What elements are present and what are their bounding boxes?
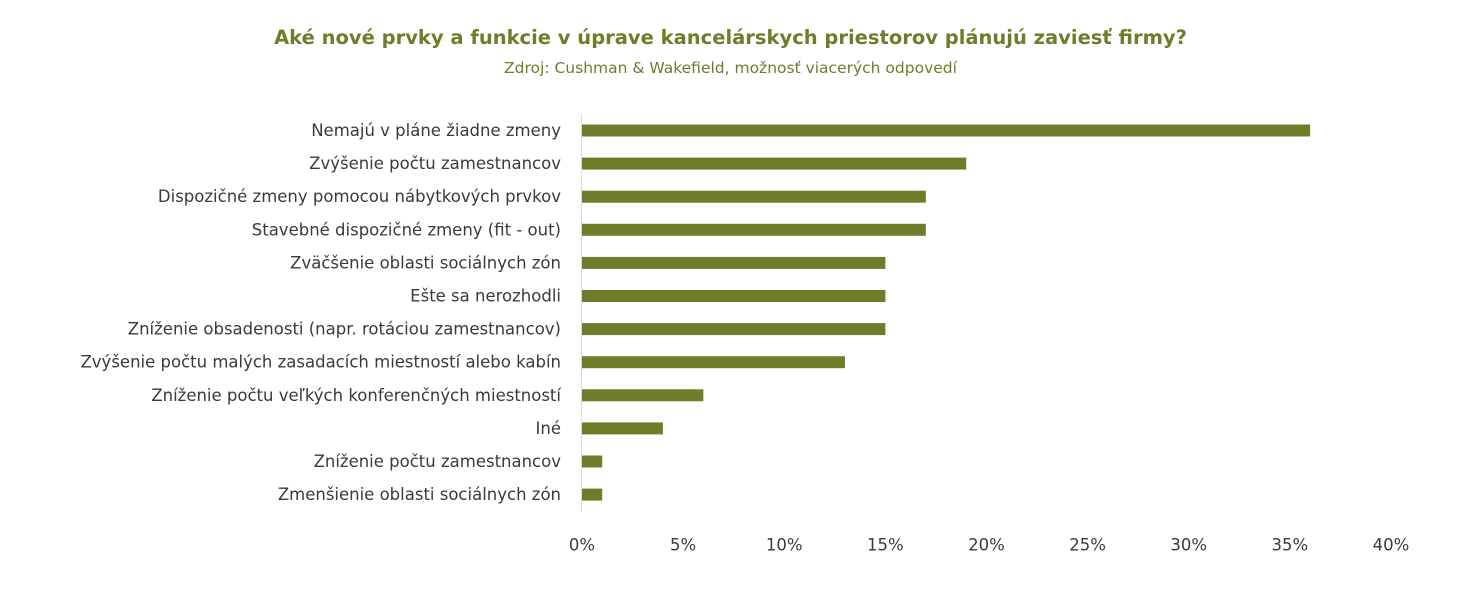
category-label: Zvýšenie počtu malých zasadacích miestno…	[80, 353, 561, 372]
x-tick-label: 10%	[766, 536, 803, 555]
category-label: Zníženie obsadenosti (napr. rotáciou zam…	[128, 320, 561, 339]
category-label: Zníženie počtu zamestnancov	[314, 452, 562, 471]
category-label: Stavebné dispozičné zmeny (fit - out)	[252, 220, 561, 239]
bar	[582, 356, 845, 369]
category-label: Dispozičné zmeny pomocou nábytkových prv…	[158, 187, 561, 206]
bars	[582, 124, 1311, 501]
bar	[582, 290, 886, 302]
bar	[582, 190, 926, 203]
category-label: Iné	[536, 419, 561, 438]
x-tick-label: 25%	[1069, 536, 1106, 555]
x-tick-label: 35%	[1272, 536, 1309, 555]
x-tick-label: 5%	[670, 536, 696, 555]
category-label: Zníženie počtu veľkých konferenčných mie…	[151, 386, 562, 405]
x-tick-label: 40%	[1373, 536, 1410, 555]
x-tick-label: 0%	[569, 536, 595, 555]
x-tick-labels: 0% 5% 10% 15% 20% 25% 30% 35% 40%	[569, 536, 1409, 555]
x-tick-label: 15%	[867, 536, 904, 555]
bar	[582, 223, 926, 236]
x-tick-label: 20%	[968, 536, 1005, 555]
bar	[582, 157, 967, 170]
category-label: Nemajú v pláne žiadne zmeny	[311, 121, 561, 140]
x-tick-label: 30%	[1170, 536, 1207, 555]
bar	[582, 422, 663, 435]
bar	[582, 124, 1311, 137]
bar	[582, 256, 886, 269]
category-label: Zvýšenie počtu zamestnancov	[309, 154, 561, 173]
chart-subtitle: Zdroj: Cushman & Wakefield, možnosť viac…	[504, 59, 957, 77]
category-labels: Nemajú v pláne žiadne zmeny Zvýšenie počt…	[80, 121, 562, 504]
category-label: Ešte sa nerozhodli	[410, 287, 561, 306]
bar	[582, 389, 704, 402]
bar	[582, 323, 886, 336]
category-label: Zväčšenie oblasti sociálnych zón	[290, 253, 561, 272]
bar	[582, 455, 603, 468]
category-label: Zmenšienie oblasti sociálnych zón	[278, 485, 561, 504]
bar	[582, 488, 603, 501]
chart-title: Aké nové prvky a funkcie v úprave kancel…	[274, 26, 1187, 49]
